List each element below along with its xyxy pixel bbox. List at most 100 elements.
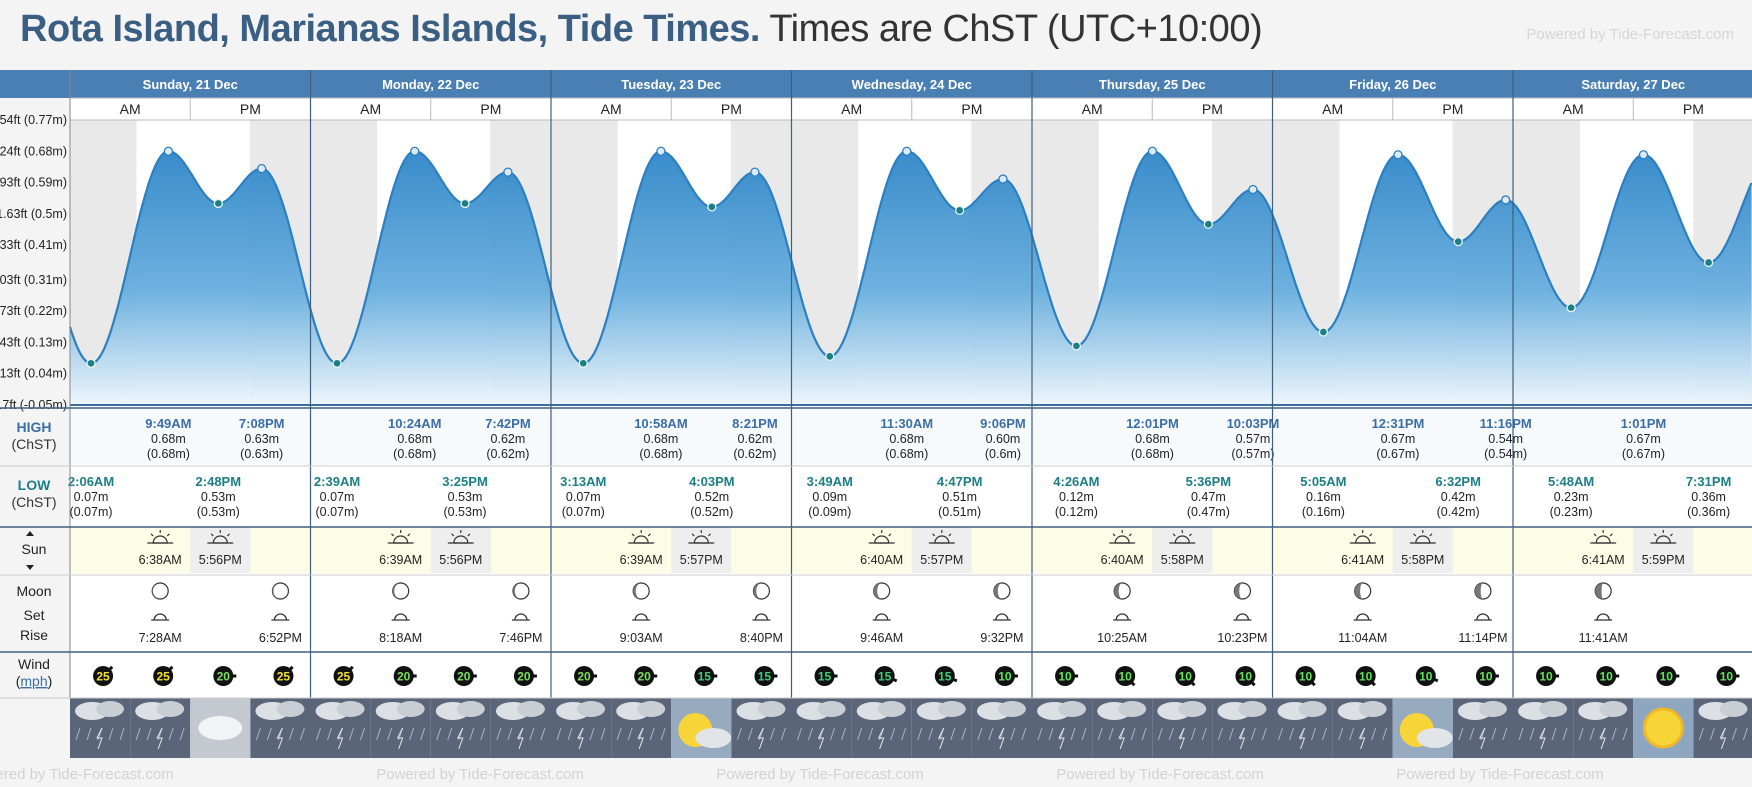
wind-badge[interactable]: 10 (1235, 666, 1256, 687)
am-label: AM (841, 101, 862, 117)
moon-horizon-icon (1594, 613, 1613, 621)
high-tide-point[interactable] (503, 167, 513, 177)
wind-speed: 10 (1600, 670, 1614, 684)
weather-thunder-rain-icon (310, 698, 371, 758)
high-height: 0.67m (1626, 432, 1661, 446)
low-tide-point[interactable] (213, 198, 223, 209)
wind-badge[interactable]: 10 (1475, 666, 1499, 686)
wind-badge[interactable]: 25 (93, 665, 114, 686)
wind-badge[interactable]: 10 (994, 666, 1018, 686)
high-height-sub: (0.62m) (486, 447, 529, 461)
wind-unit-link[interactable]: mph (20, 673, 47, 689)
wind-badge[interactable]: 25 (153, 665, 174, 686)
wind-badge[interactable]: 15 (694, 666, 718, 686)
high-tide-point[interactable] (656, 146, 666, 156)
high-tide-point[interactable] (1501, 195, 1511, 205)
wind-badge[interactable]: 10 (1055, 666, 1079, 686)
wind-badge[interactable]: 15 (754, 666, 778, 686)
low-height: 0.53m (201, 490, 236, 504)
low-tide-point[interactable] (1566, 303, 1576, 313)
sunrise-time: 6:39AM (379, 553, 422, 567)
sunset-cell (1633, 527, 1694, 573)
low-tide-point[interactable] (707, 202, 717, 212)
low-height: 0.42m (1441, 490, 1476, 504)
day-header-label: Wednesday, 24 Dec (852, 77, 972, 92)
weather-thunder-rain-icon (1272, 698, 1333, 758)
high-tide-point[interactable] (1638, 150, 1649, 160)
moonset-time: 11:14PM (1458, 631, 1507, 645)
high-time: 11:16PM (1480, 416, 1532, 431)
high-tide-point[interactable] (257, 164, 267, 174)
wind-badge[interactable]: 10 (1115, 666, 1136, 687)
low-tide-point[interactable] (954, 205, 965, 216)
moon-phase-icon (1354, 582, 1372, 600)
weather-thunder-rain-icon (731, 698, 792, 758)
wind-speed: 25 (337, 670, 351, 684)
high-tide-point[interactable] (410, 146, 420, 156)
wind-badge[interactable]: 15 (874, 666, 898, 686)
wind-badge[interactable]: 15 (814, 666, 838, 686)
low-tide-point[interactable] (1318, 327, 1329, 337)
am-label: AM (601, 101, 622, 117)
wind-badge[interactable]: 20 (453, 666, 477, 686)
sunrise-time: 6:38AM (139, 553, 182, 567)
moon-phase-icon (632, 582, 650, 600)
low-tide-point[interactable] (332, 358, 342, 368)
high-tide-point[interactable] (998, 174, 1008, 184)
sunrise-icon (387, 530, 414, 544)
low-tide-point[interactable] (1453, 236, 1463, 247)
high-tide-point[interactable] (1248, 184, 1258, 195)
wind-speed: 10 (1419, 670, 1433, 684)
wind-badge[interactable]: 10 (1596, 666, 1620, 686)
wind-badge[interactable]: 15 (934, 666, 958, 686)
moonrise-time: 11:04AM (1338, 631, 1387, 645)
wind-speed: 20 (577, 670, 591, 684)
footer-powered-by: Powered by Tide-Forecast.com (1396, 766, 1604, 783)
low-tide-point[interactable] (1203, 219, 1214, 229)
low-time: 2:39AM (314, 474, 360, 489)
high-height: 0.63m (244, 432, 279, 446)
weather-thunder-rain-icon (1092, 698, 1153, 758)
high-tide-point[interactable] (163, 146, 174, 156)
wind-badge[interactable]: 25 (273, 665, 294, 686)
wind-badge[interactable]: 10 (1656, 666, 1680, 686)
sun-down-arrow-icon (26, 565, 34, 570)
moon-horizon-icon (271, 613, 290, 621)
wind-badge[interactable]: 20 (213, 666, 237, 686)
wind-badge[interactable]: 25 (333, 665, 354, 686)
low-height-sub: (0.52m) (690, 505, 733, 519)
weather-thunder-rain-icon (1573, 698, 1634, 758)
wind-badge[interactable]: 10 (1716, 666, 1740, 686)
high-tide-point[interactable] (750, 167, 760, 177)
sun-row-label: Sun (22, 541, 47, 557)
weather-thunder-rain-icon (971, 698, 1032, 758)
sunrise-time: 6:41AM (1341, 553, 1384, 567)
wind-badge[interactable]: 20 (513, 666, 537, 686)
low-tide-point[interactable] (1071, 341, 1082, 351)
low-tide-point[interactable] (825, 351, 835, 361)
low-height-sub: (0.53m) (443, 505, 486, 519)
high-time: 1:01PM (1621, 416, 1667, 431)
wind-badge[interactable]: 10 (1175, 666, 1196, 687)
low-tide-point[interactable] (460, 198, 470, 209)
high-tide-point[interactable] (902, 146, 912, 156)
high-height-sub: (0.68m) (639, 447, 682, 461)
high-tide-point[interactable] (1147, 146, 1158, 156)
high-height-sub: (0.63m) (240, 447, 283, 461)
moon-phase-icon (993, 582, 1011, 600)
wind-badge[interactable]: 20 (634, 666, 658, 686)
low-tide-point[interactable] (86, 358, 96, 368)
wind-badge[interactable]: 10 (1295, 666, 1316, 687)
low-tide-point[interactable] (1703, 257, 1714, 268)
high-tide-point[interactable] (1393, 150, 1403, 160)
wind-badge[interactable]: 10 (1415, 666, 1439, 686)
sunset-time: 5:56PM (199, 553, 242, 567)
moon-phase-icon (1474, 582, 1492, 600)
wind-badge[interactable]: 20 (393, 666, 417, 686)
wind-badge[interactable]: 20 (574, 666, 598, 686)
low-tide-point[interactable] (578, 358, 588, 368)
day-header-label: Tuesday, 23 Dec (621, 77, 721, 92)
wind-badge[interactable]: 10 (1355, 666, 1376, 687)
wind-badge[interactable]: 10 (1536, 666, 1560, 686)
powered-by-text[interactable]: Powered by Tide-Forecast.com (1526, 26, 1734, 43)
